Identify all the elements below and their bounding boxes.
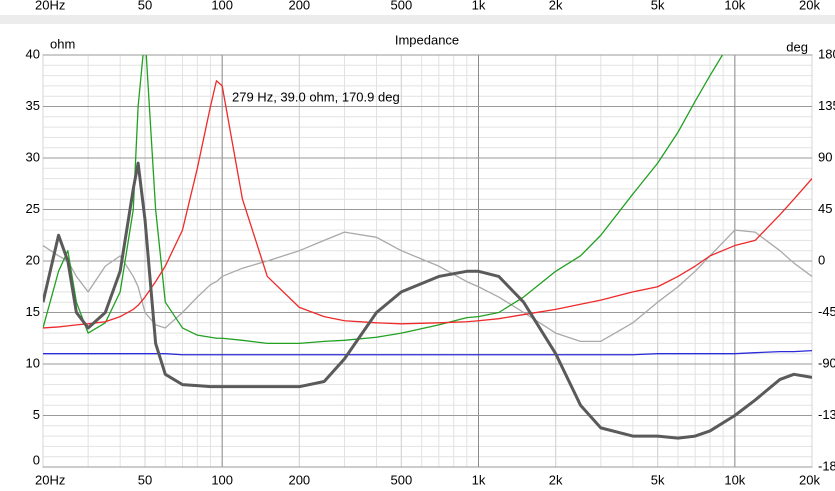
- x-tick-label: 1k: [472, 472, 486, 487]
- chart-title: Impedance: [395, 32, 459, 47]
- x-tick-label-top: 5k: [651, 0, 665, 12]
- x-tick-label-top: 200: [288, 0, 310, 12]
- y-tick-label: 40: [26, 46, 40, 61]
- y2-tick-label: -135: [818, 407, 835, 422]
- x-tick-label: 10k: [724, 472, 745, 487]
- y2-tick-label: 0: [818, 252, 825, 267]
- y-tick-label: 5: [33, 407, 40, 422]
- x-tick-label-top: 10k: [724, 0, 745, 12]
- series-line: [43, 80, 812, 329]
- y2-tick-label: 135: [818, 98, 835, 113]
- x-tick-label: 200: [288, 472, 310, 487]
- x-tick-label-top: 500: [390, 0, 412, 12]
- series-line: [43, 349, 812, 356]
- y2-axis-label: deg: [786, 39, 808, 54]
- x-tick-label-top: 2k: [549, 0, 563, 12]
- x-tick-label: 20Hz: [35, 472, 65, 487]
- x-tick-label: 100: [211, 472, 233, 487]
- y-axis-label: ohm: [50, 36, 75, 51]
- y-tick-label: 15: [26, 304, 40, 319]
- annotation: 279 Hz, 39.0 ohm, 170.9 deg: [232, 89, 400, 104]
- x-tick-label-top: 50: [138, 0, 152, 12]
- x-tick-label: 5k: [651, 472, 665, 487]
- y2-tick-label: -45: [818, 304, 835, 319]
- x-tick-label: 50: [138, 472, 152, 487]
- y2-tick-label: 90: [818, 149, 832, 164]
- y2-tick-label: -90: [818, 355, 835, 370]
- y-tick-label: 25: [26, 201, 40, 216]
- series-line: [43, 229, 812, 342]
- x-tick-label-top: 20k: [799, 0, 820, 12]
- x-tick-label-top: 1k: [472, 0, 486, 12]
- y-tick-label: 35: [26, 98, 40, 113]
- x-tick-label: 500: [390, 472, 412, 487]
- x-tick-label-top: 20Hz: [35, 0, 65, 12]
- y-tick-label: 10: [26, 355, 40, 370]
- x-tick-label-top: 100: [211, 0, 233, 12]
- y2-tick-label: 180: [818, 46, 835, 61]
- y-tick-label: 0: [33, 452, 40, 467]
- x-tick-label: 20k: [799, 472, 820, 487]
- y2-tick-label: 45: [818, 201, 832, 216]
- series-line: [43, 161, 812, 440]
- divider: [0, 15, 835, 24]
- series-line: [43, 55, 724, 345]
- y2-tick-label: -180: [818, 458, 835, 473]
- y-tick-label: 30: [26, 149, 40, 164]
- x-tick-label: 2k: [549, 472, 563, 487]
- y-tick-label: 20: [26, 252, 40, 267]
